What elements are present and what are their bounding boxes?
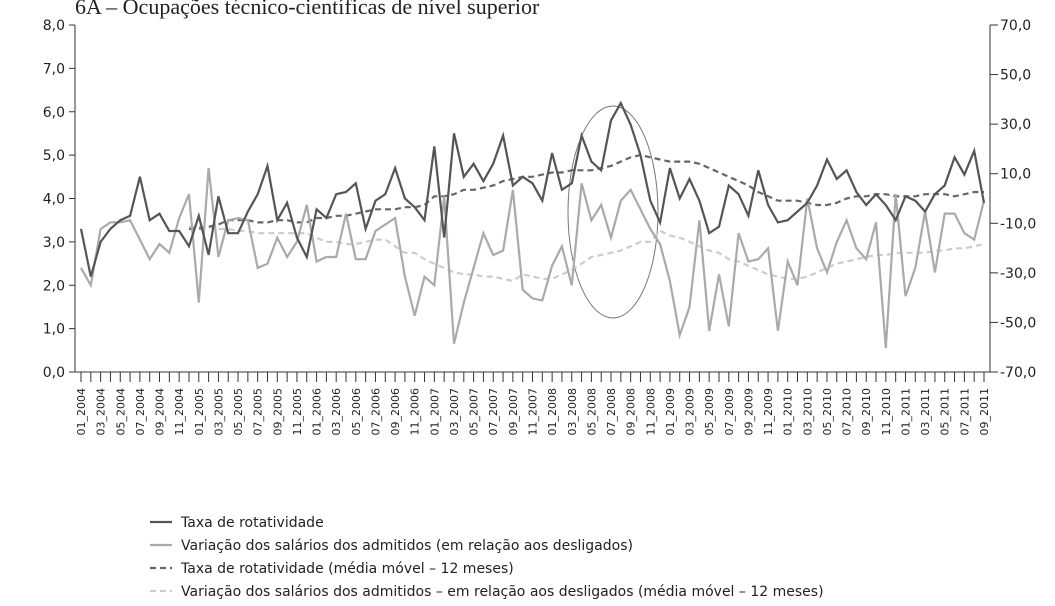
y-tick-label: 7,0 bbox=[43, 61, 65, 77]
x-tick-label: 03_2008 bbox=[566, 388, 579, 436]
x-tick-label: 11_2005 bbox=[291, 388, 304, 436]
x-tick-label: 11_2007 bbox=[527, 388, 540, 436]
x-tick-label: 05_2006 bbox=[350, 388, 363, 436]
x-tick-label: 05_2009 bbox=[703, 388, 716, 436]
x-tick-label: 09_2006 bbox=[389, 388, 402, 436]
x-tick-label: 03_2006 bbox=[330, 388, 343, 436]
x-tick-label: 03_2005 bbox=[212, 388, 225, 436]
x-tick-label: 07_2004 bbox=[134, 388, 147, 436]
y2-tick-label: 10,0 bbox=[1000, 167, 1031, 183]
x-tick-label: 07_2009 bbox=[723, 388, 736, 436]
x-tick-label: 07_2008 bbox=[605, 388, 618, 436]
x-tick-label: 01_2005 bbox=[193, 388, 206, 436]
x-tick-label: 07_2007 bbox=[487, 388, 500, 436]
x-tick-label: 05_2005 bbox=[232, 388, 245, 436]
x-tick-label: 11_2009 bbox=[762, 388, 775, 436]
y2-tick-label: -50,0 bbox=[1000, 315, 1036, 331]
x-tick-label: 05_2008 bbox=[585, 388, 598, 436]
y-tick-label: 1,0 bbox=[43, 322, 65, 338]
y2-tick-label: -10,0 bbox=[1000, 216, 1036, 232]
x-tick-label: 09_2008 bbox=[625, 388, 638, 436]
y-tick-label: 4,0 bbox=[43, 192, 65, 208]
legend-label: Variação dos salários dos admitidos – em… bbox=[181, 584, 824, 600]
x-tick-label: 01_2011 bbox=[899, 388, 912, 436]
y2-tick-label: -70,0 bbox=[1000, 365, 1036, 381]
x-tick-label: 07_2006 bbox=[369, 388, 382, 436]
x-tick-label: 09_2010 bbox=[860, 388, 873, 436]
x-tick-label: 09_2004 bbox=[154, 388, 167, 436]
x-tick-label: 05_2011 bbox=[939, 388, 952, 436]
highlight-ellipse bbox=[567, 105, 659, 319]
x-tick-label: 07_2010 bbox=[841, 388, 854, 436]
x-tick-label: 05_2004 bbox=[114, 388, 127, 436]
series-line bbox=[79, 100, 986, 277]
series-line bbox=[189, 153, 984, 230]
x-tick-label: 09_2007 bbox=[507, 388, 520, 436]
legend-label: Variação dos salários dos admitidos (em … bbox=[181, 538, 633, 554]
x-tick-label: 03_2010 bbox=[801, 388, 814, 436]
y-tick-label: 6,0 bbox=[43, 105, 65, 121]
y2-tick-label: 70,0 bbox=[1000, 18, 1031, 34]
y-tick-label: 0,0 bbox=[43, 365, 65, 381]
legend-label: Taxa de rotatividade (média móvel – 12 m… bbox=[180, 561, 514, 577]
x-tick-label: 01_2004 bbox=[75, 388, 88, 436]
y2-tick-label: 30,0 bbox=[1000, 117, 1031, 133]
x-tick-label: 05_2010 bbox=[821, 388, 834, 436]
x-tick-label: 03_2004 bbox=[95, 388, 108, 436]
series-line bbox=[80, 167, 986, 349]
x-tick-label: 01_2006 bbox=[311, 388, 324, 436]
x-tick-label: 09_2009 bbox=[742, 388, 755, 436]
x-tick-label: 01_2009 bbox=[664, 388, 677, 436]
x-tick-label: 07_2011 bbox=[958, 388, 971, 436]
x-tick-label: 01_2010 bbox=[782, 388, 795, 436]
x-tick-label: 09_2011 bbox=[978, 388, 991, 436]
legend-label: Taxa de rotatividade bbox=[180, 515, 324, 531]
y-tick-label: 2,0 bbox=[43, 278, 65, 294]
x-tick-label: 05_2007 bbox=[468, 388, 481, 436]
x-tick-label: 07_2005 bbox=[252, 388, 265, 436]
x-tick-label: 01_2008 bbox=[546, 388, 559, 436]
y2-tick-label: -30,0 bbox=[1000, 266, 1036, 282]
x-tick-label: 03_2011 bbox=[919, 388, 932, 436]
x-tick-label: 11_2004 bbox=[173, 388, 186, 436]
x-tick-label: 11_2006 bbox=[409, 388, 422, 436]
x-tick-label: 11_2008 bbox=[644, 388, 657, 436]
y-tick-label: 5,0 bbox=[43, 148, 65, 164]
x-tick-label: 01_2007 bbox=[428, 388, 441, 436]
y-tick-label: 8,0 bbox=[43, 18, 65, 34]
y2-tick-label: 50,0 bbox=[1000, 68, 1031, 84]
series-line bbox=[189, 225, 985, 283]
chart-title: 6A – Ocupações técnico-científicas de ní… bbox=[75, 0, 540, 19]
x-tick-label: 11_2010 bbox=[880, 388, 893, 436]
x-tick-label: 03_2007 bbox=[448, 388, 461, 436]
y-tick-label: 3,0 bbox=[43, 235, 65, 251]
x-tick-label: 09_2005 bbox=[271, 388, 284, 436]
x-tick-label: 03_2009 bbox=[684, 388, 697, 436]
